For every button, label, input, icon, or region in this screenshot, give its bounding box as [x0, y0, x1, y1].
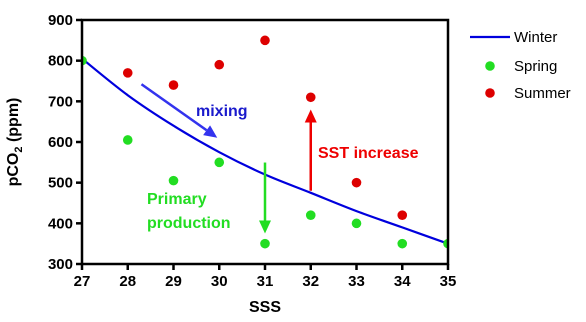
y-tick-label: 800: [48, 53, 73, 70]
summer-point: [214, 59, 225, 70]
legend-label-winter: Winter: [514, 29, 557, 46]
y-tick-label: 500: [48, 175, 73, 192]
x-tick-label: 33: [348, 273, 365, 290]
x-tick-label: 34: [394, 273, 411, 290]
mixing-arrow: [140, 83, 218, 138]
sst-increase-arrow-head: [304, 109, 317, 123]
x-tick-label: 29: [165, 273, 182, 290]
summer-point: [397, 210, 408, 220]
legend-swatch-spring: [485, 61, 495, 71]
x-tick-label: 30: [211, 273, 228, 290]
mixing-arrow-shaft: [140, 83, 208, 132]
y-tick-label: 300: [48, 256, 73, 273]
mixing-arrow-head: [203, 125, 218, 138]
legend-label-spring: Spring: [514, 58, 557, 75]
legend-item-spring: Spring: [485, 58, 557, 75]
legend-swatch-summer: [485, 88, 495, 98]
y-axis-title: pCO2 (ppm): [5, 98, 25, 187]
x-tick-label: 27: [74, 273, 91, 290]
summer-point: [122, 68, 133, 78]
spring-point: [397, 238, 408, 249]
x-tick-label: 35: [440, 273, 457, 290]
y-tick-label: 600: [48, 134, 73, 151]
summer-point: [260, 35, 270, 46]
mixing-label: mixing: [196, 103, 248, 120]
primary-production-label-line1: Primary: [147, 191, 207, 208]
x-tick-label: 28: [119, 273, 136, 290]
x-tick-label: 32: [302, 273, 319, 290]
legend-label-summer: Summer: [514, 85, 571, 102]
legend-item-winter: Winter: [470, 29, 557, 46]
primary-production-label-line2: production: [147, 215, 231, 232]
summer-point: [305, 92, 316, 103]
spring-point: [168, 175, 179, 186]
sst-increase-label: SST increase: [318, 145, 419, 162]
primary-production-arrow: [259, 162, 271, 234]
spring-point: [351, 218, 362, 229]
x-axis-title: SSS: [249, 299, 281, 316]
summer-point: [351, 177, 362, 188]
primary-production-arrow-head: [259, 220, 271, 234]
legend-item-summer: Summer: [485, 85, 571, 102]
y-tick-label: 700: [48, 93, 73, 110]
x-tick-label: 31: [257, 273, 274, 290]
spring-point: [260, 238, 270, 249]
summer-point: [168, 80, 179, 90]
y-tick-label: 900: [48, 12, 73, 29]
y-tick-label: 400: [48, 215, 73, 232]
spring-point: [305, 210, 316, 220]
spring-point: [122, 135, 133, 145]
sst-increase-arrow: [304, 109, 317, 191]
spring-point: [214, 157, 225, 168]
